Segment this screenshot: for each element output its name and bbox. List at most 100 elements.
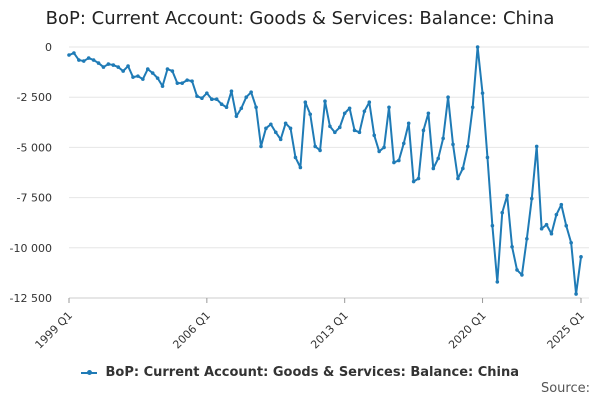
x-tick-label: 2025 Q1 [545,309,588,352]
chart-title: BoP: Current Account: Goods & Services: … [45,8,555,29]
data-point [303,100,308,105]
data-point [529,196,534,201]
data-point [121,69,125,73]
y-tick-label: -10 000 [10,242,52,255]
data-point [155,76,160,80]
axes: 0 -2 500 -5 000 -7 500 -10 000 -12 500 1999 Q1… [10,41,588,351]
data-point [313,144,317,149]
data-point [416,176,421,181]
x-tick-label: 2006 Q1 [170,309,213,352]
data-point [77,58,81,62]
y-tick-label: -2 500 [17,91,52,104]
x-tick-label: 1999 Q1 [33,309,76,352]
data-point [175,81,180,85]
data-point [515,268,519,272]
data-point [357,130,362,135]
data-point [382,145,386,150]
data-point [554,212,559,217]
data-point [421,128,426,133]
data-point [214,97,219,102]
y-tick-label: -12 500 [10,292,52,305]
data-point [86,56,91,60]
data-point [111,63,116,67]
data-point [81,59,86,63]
data-point [264,126,268,131]
data-point [328,124,332,129]
data-point [480,91,485,95]
data-point [574,292,578,296]
data-point [195,94,199,98]
data-point [549,231,554,236]
data-point [244,95,249,99]
legend[interactable]: BoP: Current Account: Goods & Services: … [0,365,600,380]
data-point [96,61,101,65]
data-point [401,141,406,146]
data-point [505,193,509,198]
data-point [165,67,170,71]
data-point [249,90,253,94]
data-point [209,97,214,102]
data-point [367,100,372,105]
data-point [544,222,549,227]
y-tick-label: -7 500 [17,192,52,205]
data-point [342,111,347,116]
data-point [229,89,234,93]
data-point [362,109,367,114]
data-point [539,226,544,231]
data-point [461,166,465,171]
data-point [323,99,327,104]
data-point [451,142,455,147]
data-point [72,51,76,55]
data-point [564,223,569,228]
data-point [145,67,150,71]
data-point [347,106,352,111]
data-point [397,158,401,163]
data-point [150,71,155,75]
x-tick-label: 2013 Q1 [308,309,351,352]
data-point [180,81,185,85]
data-point [170,69,175,73]
data-point [372,133,377,138]
data-point [387,105,391,110]
data-point [431,166,436,171]
x-tick-label: 2020 Q1 [446,309,489,352]
legend-label: BoP: Current Account: Goods & Services: … [105,365,520,380]
data-point [520,273,524,277]
data-point [579,255,583,259]
y-tick-label: -5 000 [17,141,52,154]
data-point [136,74,140,78]
data-point [426,111,431,116]
data-point [406,121,411,126]
data-point [234,114,239,119]
data-point [101,65,106,69]
data-point [465,144,470,149]
gridlines [69,46,589,299]
data-point [298,165,303,170]
data-point [141,77,145,81]
data-point [278,137,283,142]
data-point [411,179,416,184]
data-point [106,62,111,66]
data-point [569,240,573,245]
data-point [318,148,322,153]
data-point [337,125,342,130]
data-point [190,79,194,83]
data-point [500,210,505,215]
data-point [185,78,189,82]
data-point [559,202,564,207]
data-point [254,105,258,110]
data-point [219,102,224,107]
data-point [259,144,263,149]
data-point [377,149,381,154]
data-point [534,144,539,149]
data-point [269,122,273,127]
data-point [510,244,514,249]
data-point [224,105,229,110]
data-point [293,155,298,160]
source-label: Source: [540,381,590,396]
data-point [91,58,96,62]
data-point [392,160,396,165]
data-point [441,136,445,141]
data-point [116,65,121,69]
y-tick-label: 0 [45,41,52,54]
